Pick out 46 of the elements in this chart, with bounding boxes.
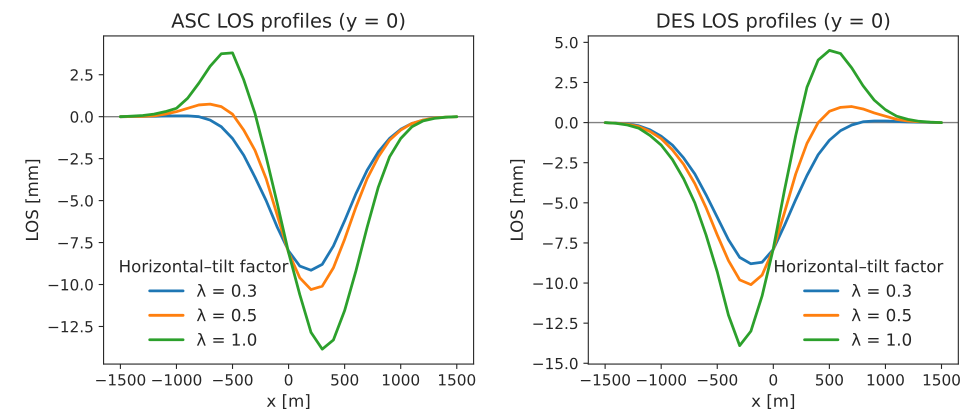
- y-tick-label: −15.0: [533, 358, 578, 370]
- x-tick-label: 1500: [924, 374, 960, 386]
- y-tick-label: −12.5: [533, 318, 578, 330]
- x-axis-title: x [m]: [752, 394, 794, 410]
- y-axis-title: LOS [mm]: [25, 160, 40, 240]
- y-tick-label: −12.5: [48, 320, 93, 333]
- legend-label: λ = 1.0: [196, 332, 256, 346]
- y-tick-label: −2.5: [543, 157, 578, 169]
- x-tick-label: 0: [284, 374, 292, 386]
- x-tick-label: −1000: [152, 374, 202, 386]
- x-tick-label: 0: [769, 374, 778, 386]
- x-tick-label: −1500: [580, 374, 630, 386]
- x-tick-label: −1000: [636, 374, 686, 386]
- x-tick-label: 500: [816, 374, 843, 386]
- x-tick-label: 1000: [382, 374, 420, 386]
- x-tick-label: −1500: [96, 374, 146, 386]
- x-tick-label: −500: [213, 374, 252, 386]
- y-tick-label: −5.0: [543, 197, 578, 209]
- y-tick-label: 5.0: [555, 36, 578, 48]
- x-tick-label: 1500: [439, 374, 476, 386]
- legend-label: λ = 0.3: [196, 284, 256, 297]
- line-series: [604, 49, 943, 348]
- x-tick-label: −500: [698, 374, 738, 386]
- legend-label: λ = 1.0: [852, 332, 912, 346]
- y-tick-label: −10.0: [48, 278, 93, 291]
- y-tick-label: 2.5: [70, 69, 93, 81]
- legend-label: λ = 0.5: [852, 308, 911, 322]
- y-tick-label: −7.5: [543, 238, 578, 249]
- y-tick-label: −7.5: [58, 237, 93, 249]
- line-series: [119, 52, 458, 351]
- x-axis-title: x [m]: [266, 394, 310, 410]
- y-tick-label: −2.5: [58, 153, 93, 165]
- y-tick-label: 0.0: [555, 117, 578, 129]
- y-tick-label: −5.0: [58, 195, 93, 207]
- y-axis-title: LOS [mm]: [510, 160, 525, 240]
- y-tick-label: 2.5: [555, 76, 578, 88]
- legend-label: λ = 0.5: [196, 308, 256, 322]
- y-tick-label: 0.0: [70, 111, 93, 123]
- y-tick-label: −10.0: [533, 278, 578, 290]
- legend-title: Horizontal–tilt factor: [775, 260, 944, 272]
- x-tick-label: 1000: [868, 374, 904, 386]
- chart-title: DES LOS profiles (y = 0): [658, 12, 890, 32]
- chart-title: ASC LOS profiles (y = 0): [171, 12, 404, 32]
- x-tick-label: 500: [331, 374, 358, 386]
- legend-title: Horizontal–tilt factor: [120, 260, 288, 272]
- legend-label: λ = 0.3: [852, 284, 911, 297]
